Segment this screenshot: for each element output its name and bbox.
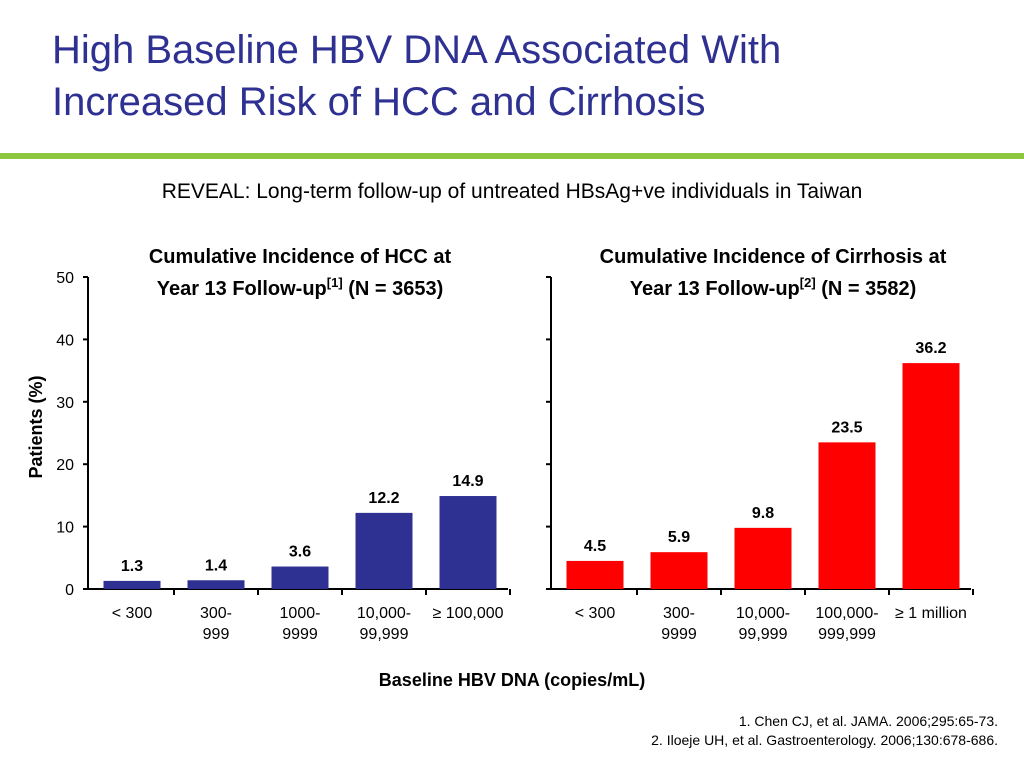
chart1-bar bbox=[187, 580, 245, 589]
chart1-y-tick-label: 0 bbox=[65, 582, 74, 599]
chart1-category-label: 10,000- bbox=[357, 605, 411, 622]
chart2-category-label: 100,000- bbox=[815, 605, 878, 622]
chart2-category-label: 99,999 bbox=[739, 626, 788, 643]
shared-x-axis-label: Baseline HBV DNA (copies/mL) bbox=[379, 670, 645, 690]
chart1-title-text: Year 13 Follow-up bbox=[157, 278, 327, 300]
chart1-bar bbox=[271, 566, 329, 589]
chart1-category-label: 300- bbox=[200, 605, 232, 622]
reference-2: 2. Iloeje UH, et al. Gastroenterology. 2… bbox=[651, 732, 998, 748]
chart2-category-label: ≥ 1 million bbox=[895, 605, 967, 622]
slide-title-line1: High Baseline HBV DNA Associated With bbox=[52, 28, 782, 72]
title-divider bbox=[0, 153, 1024, 159]
chart2-title-line2: Year 13 Follow-up[2] (N = 3582) bbox=[630, 275, 917, 300]
chart1-bar bbox=[355, 512, 413, 589]
references: 1. Chen CJ, et al. JAMA. 2006;295:65-73.… bbox=[651, 712, 998, 750]
chart2-title-text: Year 13 Follow-up bbox=[630, 278, 800, 300]
chart2-bar bbox=[902, 363, 960, 589]
chart2-title-line1: Cumulative Incidence of Cirrhosis at bbox=[600, 246, 947, 268]
chart1-title-reference: [1] bbox=[327, 275, 343, 290]
chart1-bar bbox=[439, 496, 497, 589]
chart1-title-line2: Year 13 Follow-up[1] (N = 3653) bbox=[157, 275, 444, 300]
chart2-value-label: 23.5 bbox=[831, 419, 862, 436]
chart2-category-label: < 300 bbox=[575, 605, 616, 622]
chart1-y-axis-label: Patients (%) bbox=[26, 375, 46, 478]
chart1-y-tick-label: 40 bbox=[56, 332, 74, 349]
chart1-y-tick-label: 30 bbox=[56, 395, 74, 412]
chart1-bar bbox=[103, 580, 161, 589]
chart1-value-label: 14.9 bbox=[452, 473, 483, 490]
chart2-value-label: 5.9 bbox=[668, 529, 690, 546]
chart1-title-n: (N = 3653) bbox=[343, 278, 444, 300]
chart2-title-reference: [2] bbox=[800, 275, 816, 290]
chart1-category-label: 99,999 bbox=[360, 626, 409, 643]
chart2-bar bbox=[650, 552, 708, 589]
slide-title: High Baseline HBV DNA Associated With In… bbox=[52, 24, 992, 128]
reference-1: 1. Chen CJ, et al. JAMA. 2006;295:65-73. bbox=[738, 713, 998, 729]
chart2-bar bbox=[734, 527, 792, 589]
chart1-value-label: 3.6 bbox=[289, 544, 311, 561]
chart2-category-label: 10,000- bbox=[736, 605, 790, 622]
chart2-title-n: (N = 3582) bbox=[816, 278, 917, 300]
chart2-value-label: 9.8 bbox=[752, 505, 774, 522]
chart2-value-label: 4.5 bbox=[584, 538, 606, 555]
chart1-y-tick-label: 20 bbox=[56, 457, 74, 474]
chart1-title-line1: Cumulative Incidence of HCC at bbox=[149, 246, 452, 268]
chart2-category-label: 300- bbox=[663, 605, 695, 622]
chart1-value-label: 1.3 bbox=[121, 558, 143, 575]
chart1-y-tick-label: 10 bbox=[56, 520, 74, 537]
chart2-value-label: 36.2 bbox=[915, 340, 946, 357]
slide-title-line2: Increased Risk of HCC and Cirrhosis bbox=[52, 80, 706, 124]
chart2-bar bbox=[566, 560, 624, 589]
chart1-category-label: 999 bbox=[203, 626, 230, 643]
chart1-category-label: 1000- bbox=[280, 605, 321, 622]
chart2-bar bbox=[818, 442, 876, 589]
chart1-y-tick-label: 50 bbox=[56, 270, 74, 287]
chart1-value-label: 12.2 bbox=[368, 490, 399, 507]
chart2-category-label: 9999 bbox=[661, 626, 697, 643]
chart1-category-label: 9999 bbox=[282, 626, 318, 643]
chart1-value-label: 1.4 bbox=[205, 557, 227, 574]
chart2-category-label: 999,999 bbox=[818, 626, 876, 643]
slide-subtitle: REVEAL: Long-term follow-up of untreated… bbox=[161, 180, 863, 203]
chart1-category-label: ≥ 100,000 bbox=[432, 605, 503, 622]
chart1-category-label: < 300 bbox=[112, 605, 153, 622]
